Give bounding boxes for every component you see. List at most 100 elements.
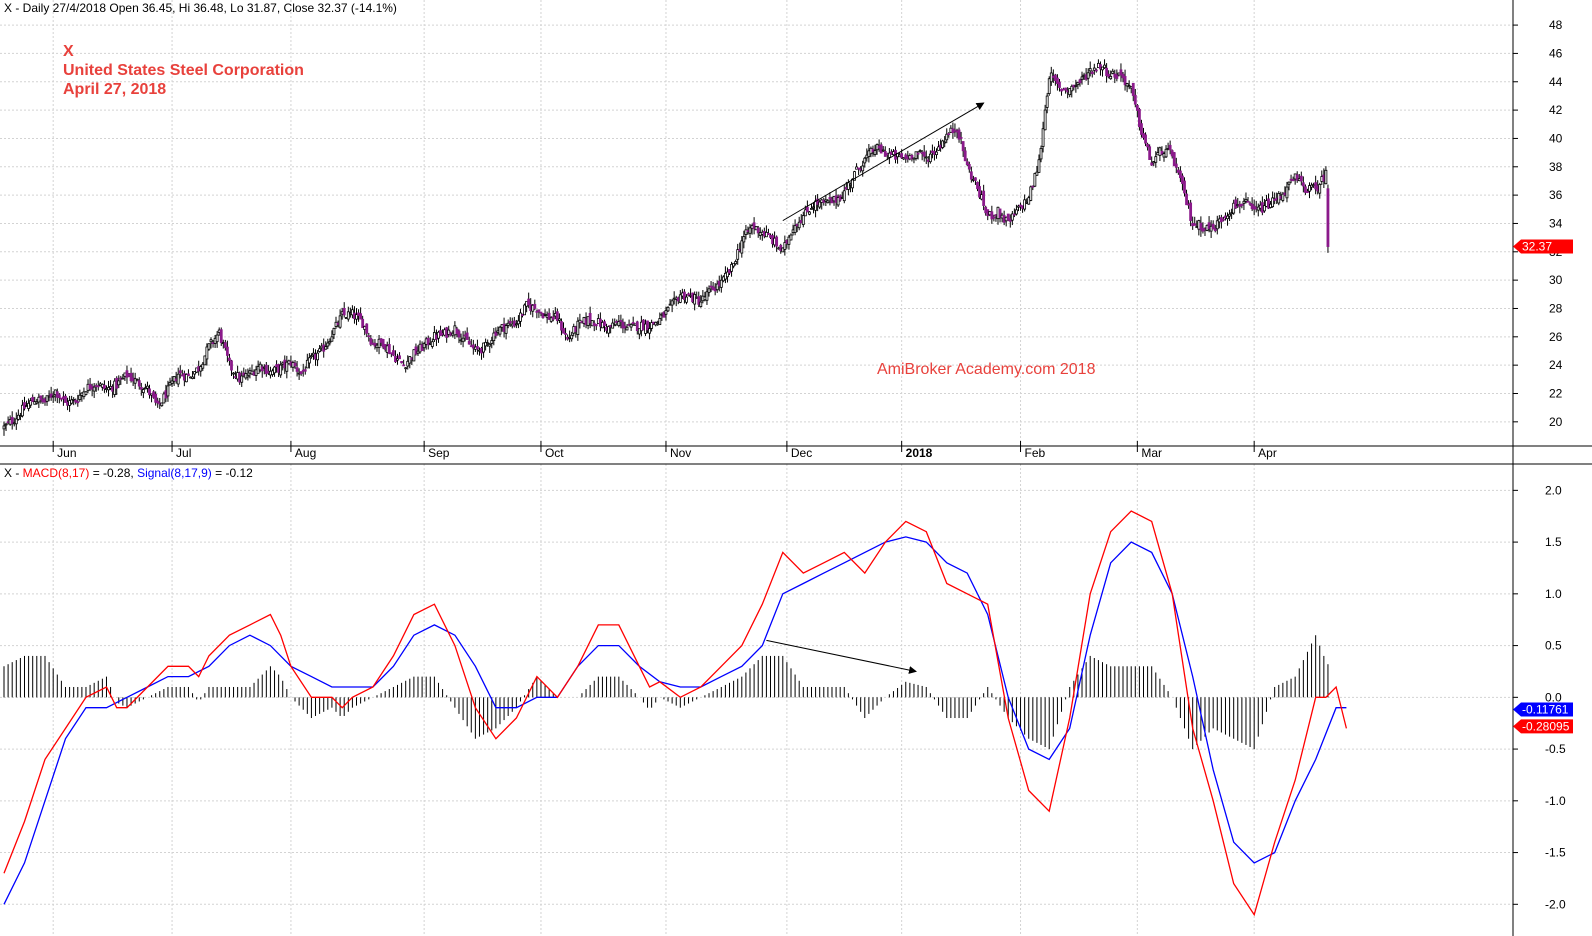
candle-body <box>447 329 451 335</box>
candle-body <box>494 331 498 336</box>
signal-value: = -0.12 <box>212 466 253 480</box>
candle-body <box>687 293 690 296</box>
candle-body <box>367 335 371 338</box>
candle-body <box>457 330 461 338</box>
candle-body <box>225 346 229 356</box>
candle-body <box>318 348 322 352</box>
candle-body <box>1064 87 1068 91</box>
candle-body <box>228 357 231 361</box>
candle-body <box>359 313 363 320</box>
last-price-tag-bg <box>1513 239 1573 254</box>
chart-symbol: X <box>63 43 74 60</box>
price-tick-label: 34 <box>1549 216 1563 230</box>
candle-body <box>121 377 125 380</box>
candle-body <box>564 333 567 335</box>
candle-body <box>801 215 805 225</box>
candle-body <box>1105 67 1109 77</box>
candle-body <box>303 369 307 372</box>
candle-body <box>551 316 555 320</box>
candle-body <box>406 360 410 367</box>
candle-body <box>705 291 709 301</box>
candle-body <box>1164 148 1168 158</box>
candle-body <box>805 206 809 213</box>
divergence-arrow-macd <box>766 639 917 674</box>
candle-body <box>1076 82 1080 86</box>
candle-body <box>1078 79 1082 84</box>
candle-body <box>490 340 494 344</box>
candle-body <box>974 177 977 181</box>
candle-body <box>1267 198 1270 209</box>
candle-body <box>1318 184 1322 194</box>
chart-date: April 27, 2018 <box>63 81 166 98</box>
candle-body <box>355 314 358 320</box>
price-tick-label: 42 <box>1549 103 1563 117</box>
candle-body <box>562 328 565 334</box>
candle-body <box>1299 175 1303 182</box>
candle-body <box>1029 186 1033 201</box>
candle-body <box>1150 162 1154 166</box>
candle-body <box>285 361 289 372</box>
watermark: AmiBroker Academy.com 2018 <box>877 361 1096 378</box>
candle-body <box>1234 199 1238 209</box>
candle-body <box>141 389 145 393</box>
price-tick-label: 26 <box>1549 330 1563 344</box>
candle-body <box>683 291 686 300</box>
price-tick-label: 22 <box>1549 386 1563 400</box>
candle-body <box>328 341 332 344</box>
macd-header: X - MACD(8,17) = -0.28, Signal(8,17,9) =… <box>4 466 253 480</box>
candle-body <box>781 247 785 253</box>
candle-body <box>744 229 748 235</box>
candle-body <box>293 362 297 367</box>
candle-body <box>1115 74 1119 79</box>
month-label: Feb <box>1025 446 1046 460</box>
candle-body <box>953 129 957 132</box>
candle-body <box>185 374 188 383</box>
candle-body <box>603 321 606 327</box>
candle-body <box>240 375 244 383</box>
candle-body <box>1138 108 1141 128</box>
candle-body <box>230 360 233 371</box>
candle-body <box>1285 186 1289 199</box>
candle-body <box>1012 213 1016 216</box>
candle-body <box>246 374 250 378</box>
macd-lines <box>3 510 1348 917</box>
candle-body <box>900 153 904 159</box>
candle-body <box>508 321 512 324</box>
candle-body <box>207 343 211 350</box>
price-tick-label: 30 <box>1549 273 1563 287</box>
candle-body <box>1090 71 1094 75</box>
candle-body <box>2 425 6 430</box>
candle-body <box>412 349 416 362</box>
candle-body <box>787 236 791 245</box>
candle-body <box>373 342 377 347</box>
candle-body <box>76 401 80 404</box>
chart-company: United States Steel Corporation <box>63 62 304 79</box>
candle-body <box>922 151 926 157</box>
candle-body <box>842 190 846 202</box>
candle-body <box>1291 179 1295 182</box>
candle-body <box>498 326 502 335</box>
candle-body <box>730 263 733 272</box>
candle-body <box>203 355 207 366</box>
trend-arrow-price <box>782 102 985 222</box>
candle-body <box>414 346 418 355</box>
candle-body <box>1125 83 1129 87</box>
month-label: Sep <box>428 446 450 460</box>
candle-body <box>740 240 744 254</box>
candle-body <box>332 327 336 335</box>
candle-body <box>295 367 299 372</box>
candle-body <box>707 288 711 293</box>
candle-body <box>1207 222 1211 230</box>
candle-body <box>39 395 43 401</box>
candle-body <box>1211 223 1215 230</box>
candle-body <box>918 150 922 153</box>
macd-value-tag-bg <box>1513 719 1573 734</box>
candle-body <box>594 324 598 327</box>
candle-body <box>1240 203 1244 206</box>
candle-body <box>146 385 149 389</box>
candle-body <box>1080 76 1084 80</box>
candle-body <box>863 157 867 164</box>
candle-body <box>1006 213 1010 221</box>
candle-body <box>10 417 14 424</box>
